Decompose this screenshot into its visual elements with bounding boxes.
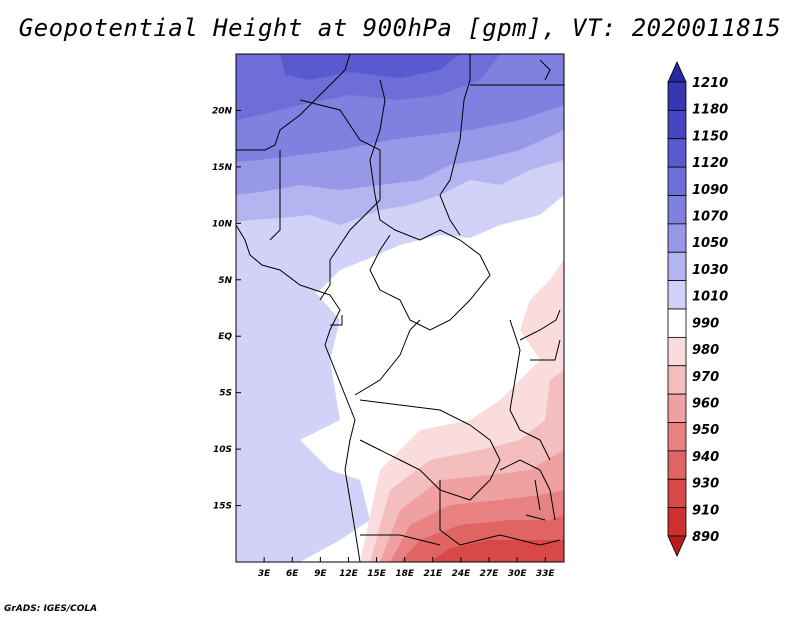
colorbar-label: 890: [692, 530, 719, 545]
height-field: [236, 54, 564, 562]
contour-940: [430, 540, 564, 562]
colorbar-label: 1070: [692, 210, 728, 225]
colorbar-label: 1180: [692, 103, 728, 118]
lon-tick-label: 6E: [286, 569, 299, 579]
lat-tick-label: 10S: [213, 445, 232, 455]
lat-tick-label: 20N: [212, 106, 233, 116]
colorbar-swatch: [667, 280, 687, 310]
colorbar-label: 1050: [692, 236, 728, 251]
colorbar-label: 1090: [692, 183, 728, 198]
plot-frame: [235, 53, 565, 563]
grads-credit: GrADS: IGES/COLA: [4, 604, 98, 614]
lon-tick-label: 3E: [258, 569, 271, 579]
colorbar-label: 1150: [692, 129, 728, 144]
colorbar-label: 1010: [692, 290, 728, 305]
colorbar-label: 1120: [692, 156, 728, 171]
lat-tick-label: 5S: [219, 389, 232, 399]
colorbar-swatch: [667, 507, 687, 537]
colorbar-swatch: [667, 535, 687, 557]
colorbar-label: 950: [692, 423, 719, 438]
lat-tick-label: EQ: [218, 332, 232, 342]
lat-tick-label: 15N: [212, 163, 233, 173]
colorbar-swatch: [667, 393, 687, 423]
longitude-axis: 3E 6E 9E 12E 15E 18E 21E 24E 27E 30E 33E: [258, 557, 556, 579]
colorbar-label: 940: [692, 450, 719, 465]
colorbar-swatch: [667, 422, 687, 452]
colorbar-swatch: [667, 450, 687, 480]
colorbar-label: 910: [692, 503, 719, 518]
colorbar-swatch: [667, 308, 687, 338]
colorbar-swatch: [667, 223, 687, 253]
latitude-axis: 20N 15N 10N 5N EQ 5S 10S 15S: [212, 106, 241, 512]
lat-tick-label: 5N: [218, 276, 232, 286]
lon-tick-label: 18E: [395, 569, 415, 579]
colorbar-swatch: [667, 365, 687, 395]
lat-tick-label: 10N: [212, 219, 233, 229]
colorbar-label: 930: [692, 477, 719, 492]
colorbar-swatch: [667, 138, 687, 168]
colorbar-swatch: [667, 109, 687, 140]
lon-tick-label: 21E: [423, 569, 443, 579]
colorbar-swatch: [667, 251, 687, 282]
lon-tick-label: 27E: [480, 569, 500, 579]
colorbar-label: 1210: [692, 76, 728, 91]
contour-1150: [280, 54, 460, 80]
colorbar: 1210 1180 1150 1120 1090 1070 1050 1030 1010 990 9…: [667, 61, 728, 557]
colorbar-label: 1030: [692, 263, 728, 278]
colorbar-label: 980: [692, 343, 719, 358]
lon-tick-label: 24E: [452, 569, 472, 579]
colorbar-swatch: [667, 336, 687, 367]
lon-tick-label: 33E: [536, 569, 556, 579]
colorbar-swatch: [667, 478, 687, 509]
colorbar-label: 970: [692, 370, 719, 385]
lat-tick-label: 15S: [213, 502, 232, 512]
colorbar-swatch: [667, 61, 687, 83]
lon-tick-label: 30E: [508, 569, 528, 579]
map-title: Geopotential Height at 900hPa [gpm], VT:…: [18, 14, 782, 42]
colorbar-swatch: [667, 195, 687, 225]
colorbar-swatch: [667, 81, 687, 111]
colorbar-label: 990: [692, 316, 719, 331]
colorbar-label: 960: [692, 396, 719, 411]
lon-tick-label: 12E: [339, 569, 359, 579]
lon-tick-label: 9E: [314, 569, 327, 579]
lon-tick-label: 15E: [367, 569, 387, 579]
coastline: [236, 54, 564, 562]
colorbar-swatch: [667, 166, 687, 196]
